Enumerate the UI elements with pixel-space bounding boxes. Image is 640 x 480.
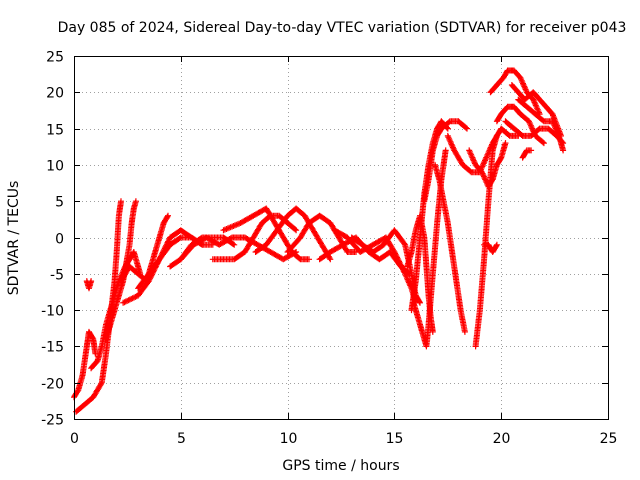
y-tick-label: -25	[41, 413, 64, 429]
marker-trace	[177, 234, 300, 263]
series-arc22	[432, 161, 468, 335]
x-tick-label: 20	[493, 431, 511, 447]
marker-trace	[481, 241, 500, 255]
marker-trace	[508, 82, 564, 139]
y-tick-label: 5	[55, 195, 64, 211]
x-tick-label: 0	[70, 431, 79, 447]
chart-title: Day 085 of 2024, Sidereal Day-to-day VTE…	[58, 20, 627, 36]
y-tick-label: 25	[46, 50, 64, 66]
series-arc21	[421, 118, 470, 205]
series-arc10	[177, 234, 300, 263]
y-axis-ticks: 25 20 15 10 5 0 -5 -10 -15 -20 -25	[41, 50, 608, 429]
series-arc31	[519, 147, 535, 161]
y-tick-label: 15	[46, 123, 64, 139]
series-arc30	[508, 82, 564, 139]
y-tick-label: -15	[41, 340, 64, 356]
series-arc32	[493, 103, 547, 147]
y-tick-label: 20	[46, 86, 64, 102]
marker-trace	[432, 161, 468, 335]
data-markers	[71, 67, 567, 415]
marker-trace	[209, 212, 300, 263]
series-arc25	[481, 241, 500, 255]
y-tick-label: -20	[41, 377, 64, 393]
marker-trace	[83, 278, 95, 292]
y-tick-label: -10	[41, 304, 64, 320]
y-tick-label: -5	[50, 268, 64, 284]
marker-trace	[135, 227, 206, 292]
marker-trace	[466, 140, 509, 190]
series-arc11	[209, 212, 300, 263]
marker-trace	[519, 147, 535, 161]
x-axis-label: GPS time / hours	[282, 458, 399, 474]
series-arc8	[135, 227, 206, 292]
series-arc4	[83, 278, 95, 292]
series-arc26	[466, 140, 509, 190]
series-arc20	[410, 147, 449, 350]
x-axis-ticks: 0 5 10 15 20 25	[70, 56, 617, 447]
y-axis-label: SDTVAR / TECUs	[6, 181, 22, 296]
x-tick-label: 10	[280, 431, 298, 447]
x-tick-label: 5	[177, 431, 186, 447]
marker-trace	[493, 103, 547, 147]
marker-trace	[421, 118, 470, 205]
y-tick-label: 10	[46, 159, 64, 175]
marker-trace	[410, 147, 449, 350]
x-tick-label: 25	[600, 431, 618, 447]
y-tick-label: 0	[55, 232, 64, 248]
x-tick-label: 15	[386, 431, 404, 447]
